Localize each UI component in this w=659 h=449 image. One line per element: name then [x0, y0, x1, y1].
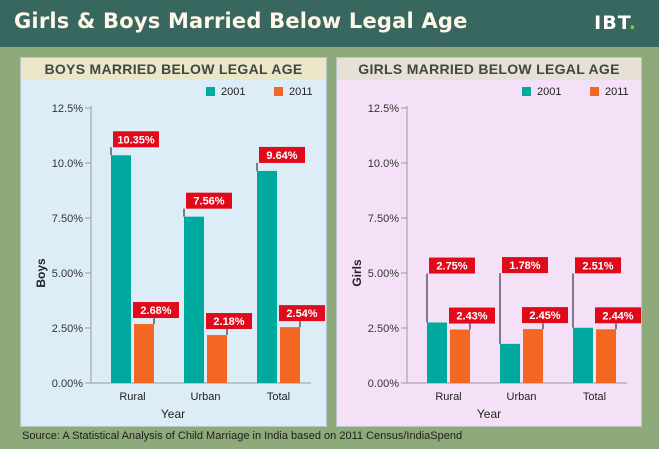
girls-bar-rural-2011	[450, 329, 470, 383]
girls-y-tick-label: 5.00%	[368, 268, 399, 280]
boys-data-label-total-2001: 9.64%	[266, 150, 297, 162]
boys-label-bg-rural-2001	[113, 131, 159, 148]
girls-chart-panel: GIRLS MARRIED BELOW LEGAL AGE 2001 2011 0.…	[336, 57, 642, 427]
girls-data-label-rural-2011: 2.43%	[456, 311, 487, 323]
girls-data-label-total-2001: 2.51%	[582, 260, 613, 272]
girls-bar-urban-2001	[500, 343, 520, 383]
boys-data-label-rural-2011: 2.68%	[140, 305, 171, 317]
girls-data-label-urban-2001: 1.78%	[509, 260, 540, 272]
boys-bar-rural-2011	[134, 324, 154, 383]
girls-bar-total-2011	[596, 329, 616, 383]
girls-bar-total-2001	[573, 327, 593, 383]
boys-legend-label-2011: 2011	[289, 86, 313, 98]
boys-bar-total-2011	[280, 327, 300, 383]
boys-y-tick-label: 7.50%	[52, 213, 83, 225]
girls-label-bg-total-2001	[575, 257, 621, 274]
boys-bar-urban-2011	[207, 335, 227, 383]
girls-y-tick-label: 10.0%	[368, 158, 399, 170]
logo-dot: .	[628, 12, 637, 34]
girls-legend-label-2011: 2011	[605, 86, 629, 98]
girls-data-label-rural-2001: 2.75%	[436, 261, 467, 273]
boys-x-axis-title: Year	[161, 407, 185, 421]
logo-text: IBT	[594, 12, 629, 34]
girls-x-tick-label-total: Total	[583, 391, 606, 403]
boys-data-label-rural-2001: 10.35%	[117, 134, 155, 146]
girls-data-label-total-2011: 2.44%	[602, 310, 633, 322]
boys-x-tick-label-total: Total	[267, 391, 290, 403]
boys-y-tick-label: 2.50%	[52, 323, 83, 335]
source-note: Source: A Statistical Analysis of Child …	[22, 430, 463, 442]
boys-y-tick-label: 0.00%	[52, 378, 83, 390]
girls-label-bg-urban-2011	[522, 307, 568, 324]
girls-legend-swatch-2001	[522, 87, 531, 96]
girls-label-bg-urban-2001	[502, 257, 548, 274]
boys-y-tick-label: 5.00%	[52, 268, 83, 280]
boys-bar-urban-2001	[184, 216, 204, 383]
girls-y-tick-label: 12.5%	[368, 103, 399, 115]
boys-chart: 2001 2011 0.00% 2.50% 5.00% 7.50% 10.0% 12.5% Bo…	[34, 86, 325, 421]
girls-bar-urban-2011	[523, 329, 543, 383]
boys-legend-swatch-2001	[206, 87, 215, 96]
boys-bar-rural-2001	[111, 155, 131, 383]
girls-chart-title: GIRLS MARRIED BELOW LEGAL AGE	[337, 58, 641, 80]
boys-label-bg-total-2011	[279, 305, 325, 322]
boys-bar-total-2001	[257, 170, 277, 383]
girls-x-tick-label-rural: Rural	[435, 391, 461, 403]
boys-label-bg-urban-2011	[206, 313, 252, 330]
girls-chart: 2001 2011 0.00% 2.50% 5.00% 7.50% 10.0% 12.5% Gi…	[350, 86, 641, 421]
boys-chart-title: BOYS MARRIED BELOW LEGAL AGE	[21, 58, 326, 80]
page-title: Girls & Boys Married Below Legal Age	[14, 9, 468, 33]
girls-data-label-urban-2011: 2.45%	[529, 310, 560, 322]
girls-label-bg-rural-2011	[449, 307, 495, 324]
boys-y-axis-title: Boys	[34, 258, 48, 288]
girls-y-tick-label: 7.50%	[368, 213, 399, 225]
girls-y-axis-title: Girls	[350, 259, 364, 287]
boys-label-bg-urban-2001	[186, 192, 232, 209]
girls-bar-rural-2001	[427, 322, 447, 383]
boys-chart-panel: BOYS MARRIED BELOW LEGAL AGE 2001 2011 0.0…	[20, 57, 327, 427]
girls-legend-label-2001: 2001	[537, 86, 561, 98]
boys-x-tick-label-urban: Urban	[191, 391, 221, 403]
girls-y-tick-label: 2.50%	[368, 323, 399, 335]
boys-legend-label-2001: 2001	[221, 86, 245, 98]
boys-x-tick-label-rural: Rural	[119, 391, 145, 403]
boys-legend-swatch-2011	[274, 87, 283, 96]
girls-x-tick-label-urban: Urban	[507, 391, 537, 403]
girls-x-axis-title: Year	[477, 407, 501, 421]
header-bar: Girls & Boys Married Below Legal Age IBT…	[0, 0, 659, 47]
girls-label-bg-rural-2001	[429, 257, 475, 274]
girls-label-bg-total-2011	[595, 307, 641, 324]
girls-y-tick-label: 0.00%	[368, 378, 399, 390]
boys-data-label-total-2011: 2.54%	[286, 308, 317, 320]
boys-data-label-urban-2001: 7.56%	[193, 196, 224, 208]
girls-legend-swatch-2011	[590, 87, 599, 96]
boys-y-tick-label: 12.5%	[52, 103, 83, 115]
boys-data-label-urban-2011: 2.18%	[213, 316, 244, 328]
boys-y-tick-label: 10.0%	[52, 158, 83, 170]
boys-label-bg-total-2001	[259, 146, 305, 163]
boys-label-bg-rural-2011	[133, 302, 179, 319]
ibt-logo: IBT.	[594, 12, 637, 34]
